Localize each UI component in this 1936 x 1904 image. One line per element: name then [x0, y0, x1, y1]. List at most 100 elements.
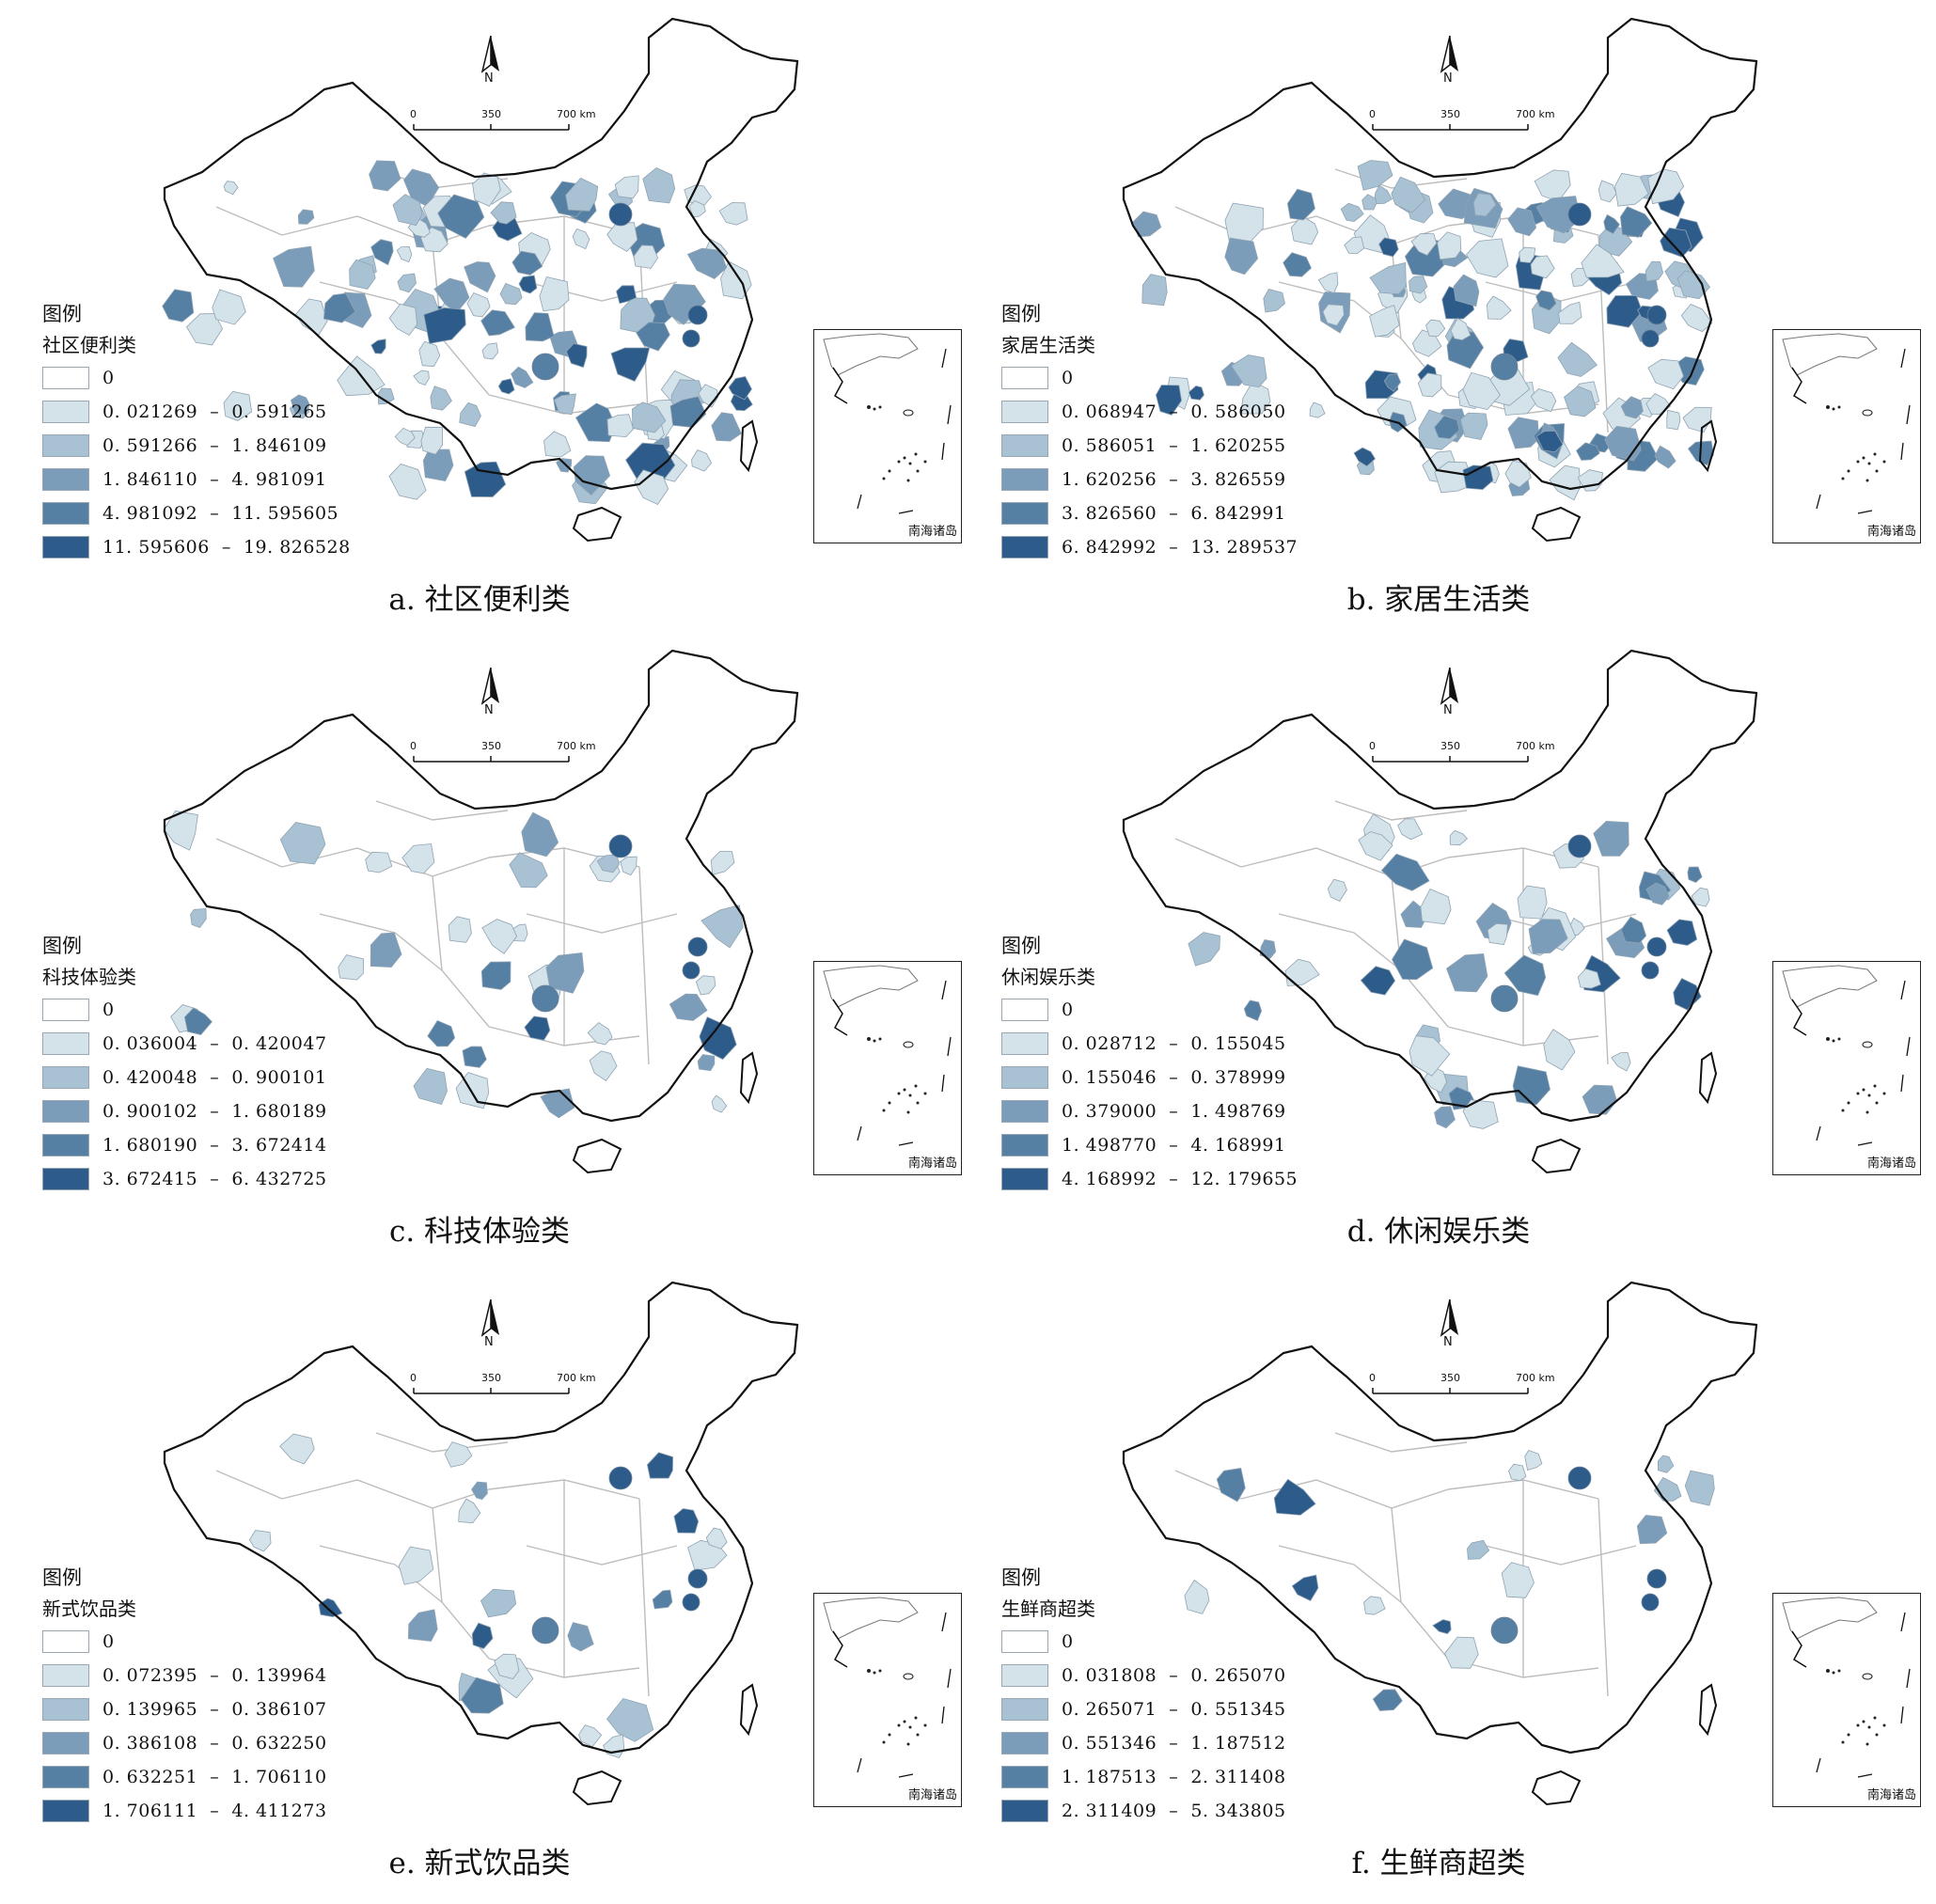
province-border-8 — [1334, 1432, 1468, 1453]
region-cell-36 — [297, 209, 315, 225]
legend-swatch — [1001, 1800, 1048, 1822]
legend-swatch — [42, 401, 89, 423]
region-cell-109 — [614, 175, 639, 199]
region-cell-100 — [1620, 916, 1647, 944]
legend-row-5: 3. 672415 – 6. 432725 — [42, 1162, 327, 1196]
legend-row-2: 0. 586051 – 1. 620255 — [1001, 429, 1298, 463]
region-cell-115 — [1528, 919, 1568, 954]
region-cell-52 — [1486, 295, 1512, 320]
province-border-1 — [319, 1545, 443, 1603]
legend: 图例 新式饮品类 0 0. 072395 – 0. 139964 0. 139965… — [42, 1563, 327, 1828]
hotspot-0 — [608, 202, 633, 227]
map-panel-e: N 0 350 700 km 图例 新式饮品类 0 0. 072395 – 0. … — [0, 1264, 962, 1896]
legend-row-3: 1. 620256 – 3. 826559 — [1001, 463, 1298, 496]
province-border-8 — [375, 1432, 509, 1453]
legend-row-1: 0. 068947 – 0. 586050 — [1001, 395, 1298, 429]
legend-swatch — [1001, 1066, 1048, 1089]
scale-label-700: 700 km — [557, 108, 596, 120]
region-cell-31 — [509, 852, 548, 889]
region-cell-36 — [695, 975, 716, 996]
legend-row-1: 0. 028712 – 0. 155045 — [1001, 1027, 1298, 1061]
region-cell-113 — [430, 386, 452, 411]
inset-label: 南海诸岛 — [907, 1788, 957, 1802]
region-cell-53 — [1374, 184, 1393, 205]
legend-row-4: 0. 632251 – 1. 706110 — [42, 1760, 327, 1794]
region-cell-69 — [323, 292, 356, 323]
china-map — [163, 649, 799, 1174]
region-layer — [1124, 1282, 1756, 1753]
hotspot-1 — [1646, 936, 1667, 957]
region-cell-0 — [318, 1597, 343, 1618]
scale-label-0: 0 — [410, 108, 417, 120]
region-cell-90 — [1682, 406, 1712, 433]
legend-swatch — [1001, 536, 1048, 559]
region-cell-32 — [480, 309, 515, 337]
region-cell-122 — [1501, 1562, 1535, 1598]
region-cell-97 — [460, 1676, 504, 1714]
legend-range-label: 3. 826560 – 6. 842991 — [1062, 503, 1286, 524]
legend-range-label: 2. 311409 – 5. 343805 — [1062, 1801, 1286, 1821]
region-cell-123 — [1658, 1455, 1675, 1473]
region-cell-48 — [481, 919, 518, 954]
region-cell-29 — [1446, 952, 1488, 993]
inset-label: 南海诸岛 — [907, 1157, 957, 1171]
legend-swatch — [42, 367, 89, 389]
legend-row-0: 0 — [42, 1625, 327, 1659]
region-cell-86 — [606, 414, 635, 438]
region-cell-100 — [1417, 372, 1442, 398]
region-cell-81 — [1666, 919, 1698, 946]
inset-label: 南海诸岛 — [1866, 1157, 1916, 1171]
region-cell-94 — [1507, 207, 1537, 237]
region-cell-35 — [673, 1508, 700, 1534]
province-border-2 — [432, 875, 490, 1028]
region-cell-16 — [279, 822, 326, 865]
legend-swatch — [42, 1032, 89, 1055]
province-border-9 — [215, 1470, 283, 1500]
inset-map — [1782, 333, 1911, 514]
legend-range-label: 1. 680190 – 3. 672414 — [102, 1135, 327, 1156]
region-cell-48 — [1184, 1579, 1210, 1614]
region-cell-62 — [420, 426, 444, 455]
hainan-island — [572, 1138, 622, 1174]
legend-title: 图例 — [1001, 303, 1041, 325]
region-cell-108 — [572, 228, 590, 250]
region-cell-74 — [413, 1067, 448, 1105]
china-map — [163, 1281, 799, 1806]
region-cell-21 — [1263, 289, 1285, 313]
hotspot-3 — [1490, 353, 1519, 381]
region-cell-26 — [539, 276, 570, 312]
region-cell-43 — [1309, 401, 1326, 418]
region-cell-11 — [1507, 417, 1539, 449]
legend-row-4: 4. 981092 – 11. 595605 — [42, 496, 351, 530]
region-cell-139 — [688, 200, 706, 218]
south-china-sea-inset: 南海诸岛 — [813, 1593, 962, 1807]
north-label: N — [484, 71, 494, 86]
region-cell-125 — [423, 307, 466, 344]
region-cell-46 — [494, 1653, 520, 1679]
hotspot-1 — [1646, 305, 1667, 325]
region-cell-9 — [1687, 866, 1703, 883]
region-cell-132 — [388, 303, 417, 337]
region-cell-102 — [462, 1046, 487, 1068]
hotspot-0 — [608, 1466, 633, 1490]
region-cell-76 — [1446, 329, 1485, 370]
inset-map — [823, 333, 952, 514]
region-cell-54 — [437, 194, 485, 239]
region-cell-128 — [392, 194, 423, 227]
scale-bar — [413, 124, 570, 131]
region-cell-61 — [471, 1481, 488, 1501]
region-cell-103 — [162, 289, 195, 323]
land-base — [165, 651, 797, 1121]
legend-range-label: 1. 187513 – 2. 311408 — [1062, 1767, 1286, 1787]
legend-swatch — [42, 1100, 89, 1123]
region-cell-96 — [1543, 1029, 1576, 1071]
legend-row-4: 1. 680190 – 3. 672414 — [42, 1128, 327, 1162]
province-border-7 — [1598, 1498, 1609, 1697]
legend-row-1: 0. 072395 – 0. 139964 — [42, 1659, 327, 1692]
land-base — [165, 1282, 797, 1753]
region-cell-16 — [1132, 211, 1162, 238]
region-cell-59 — [338, 954, 365, 981]
legend-swatch — [42, 1168, 89, 1190]
legend-row-3: 0. 900102 – 1. 680189 — [42, 1094, 327, 1128]
region-cell-8 — [427, 1019, 456, 1047]
